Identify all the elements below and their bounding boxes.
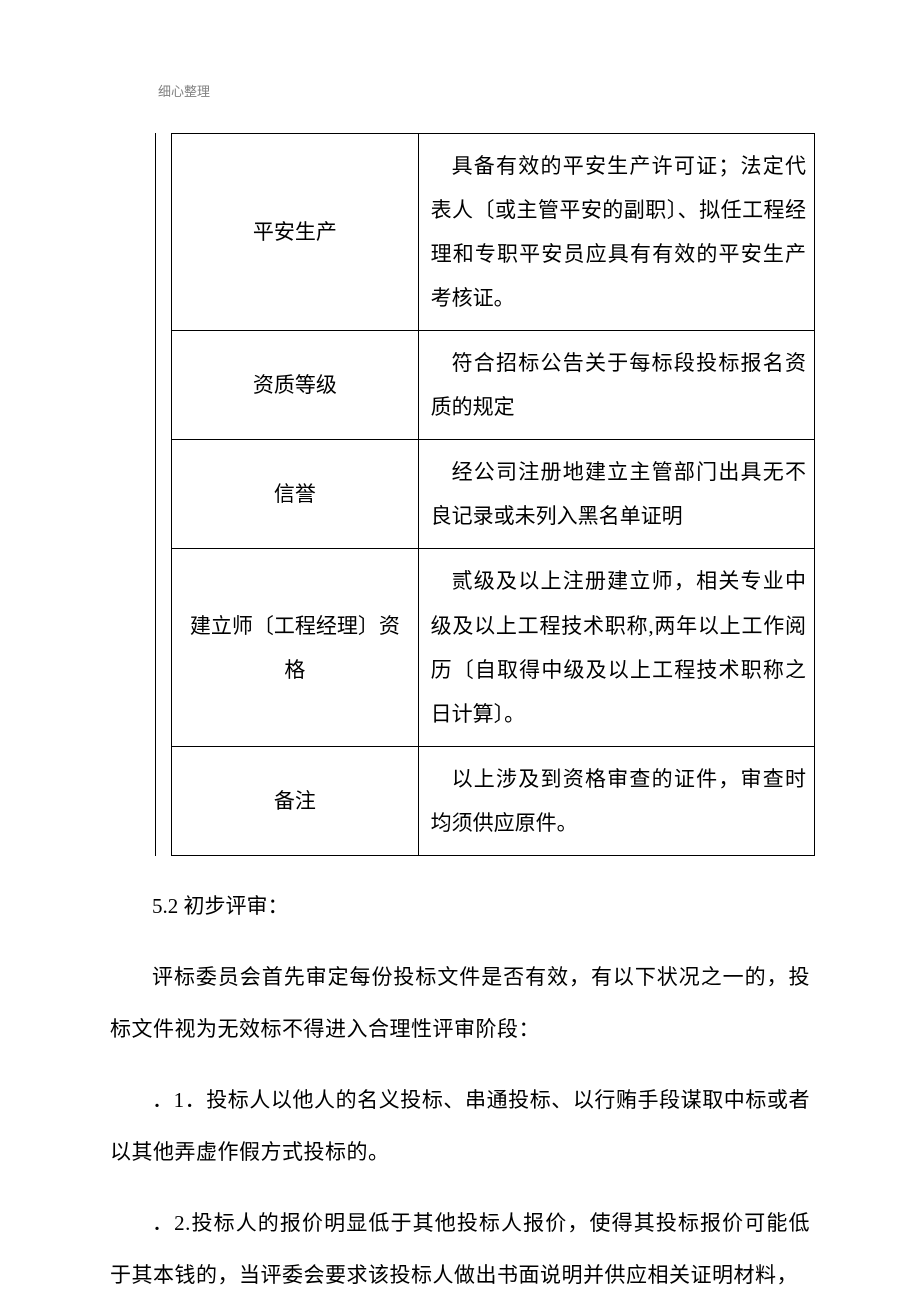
criteria-label: 备注 <box>172 746 418 855</box>
criteria-table: 平安生产 具备有效的平安生产许可证；法定代表人〔或主管平安的副职〕、拟任工程经理… <box>155 133 815 856</box>
criteria-desc: 贰级及以上注册建立师，相关专业中级及以上工程技术职称,两年以上工作阅历〔自取得中… <box>418 549 814 746</box>
criteria-desc: 经公司注册地建立主管部门出具无不良记录或未列入黑名单证明 <box>418 440 814 549</box>
criteria-desc: 以上涉及到资格审查的证件，审查时均须供应原件。 <box>418 746 814 855</box>
criteria-label: 平安生产 <box>172 133 418 330</box>
paragraph: ．2.投标人的报价明显低于其他投标人报价，使得其投标报价可能低于其本钱的，当评委… <box>110 1198 810 1301</box>
criteria-desc: 符合招标公告关于每标段投标报名资质的规定 <box>418 331 814 440</box>
paragraph: 评标委员会首先审定每份投标文件是否有效，有以下状况之一的，投标文件视为无效标不得… <box>110 952 810 1055</box>
criteria-label: 信誉 <box>172 440 418 549</box>
paragraph: ．1．投标人以他人的名义投标、串通投标、以行贿手段谋取中标或者以其他弄虚作假方式… <box>110 1075 810 1178</box>
criteria-label: 资质等级 <box>172 331 418 440</box>
criteria-desc: 具备有效的平安生产许可证；法定代表人〔或主管平安的副职〕、拟任工程经理和专职平安… <box>418 133 814 330</box>
table-row: 资质等级 符合招标公告关于每标段投标报名资质的规定 <box>156 331 815 440</box>
body-text: 5.2 初步评审： 评标委员会首先审定每份投标文件是否有效，有以下状况之一的，投… <box>110 881 810 1301</box>
table-row: 建立师〔工程经理〕资格 贰级及以上注册建立师，相关专业中级及以上工程技术职称,两… <box>156 549 815 746</box>
table-row: 信誉 经公司注册地建立主管部门出具无不良记录或未列入黑名单证明 <box>156 440 815 549</box>
section-heading-5-2: 5.2 初步评审： <box>110 881 810 932</box>
criteria-table-container: 平安生产 具备有效的平安生产许可证；法定代表人〔或主管平安的副职〕、拟任工程经理… <box>155 133 810 856</box>
header-note: 细心整理 <box>158 80 810 105</box>
table-row: 备注 以上涉及到资格审查的证件，审查时均须供应原件。 <box>156 746 815 855</box>
criteria-label: 建立师〔工程经理〕资格 <box>172 549 418 746</box>
row-group-cell <box>156 133 172 855</box>
table-row: 平安生产 具备有效的平安生产许可证；法定代表人〔或主管平安的副职〕、拟任工程经理… <box>156 133 815 330</box>
